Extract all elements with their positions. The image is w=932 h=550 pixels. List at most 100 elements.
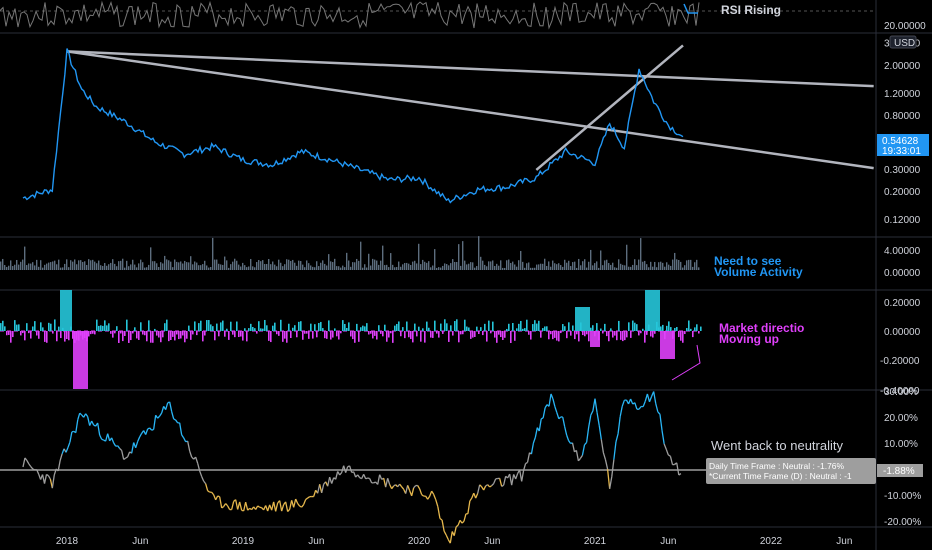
volume-bar [568, 260, 570, 270]
market-bar [422, 328, 424, 331]
market-bar [608, 331, 610, 342]
osc-segment [65, 447, 69, 453]
osc-segment [207, 490, 211, 493]
volume-bar [422, 259, 424, 270]
osc-segment [363, 474, 367, 480]
market-bar [230, 321, 232, 331]
volume-bar [438, 267, 440, 270]
market-bar [384, 324, 386, 331]
osc-segment [525, 461, 528, 465]
osc-segment [127, 451, 131, 458]
volume-bar [170, 261, 172, 270]
volume-bar [214, 259, 216, 270]
osc-segment [522, 463, 527, 471]
volume-bar [444, 263, 446, 270]
osc-segment [205, 483, 209, 492]
osc-segment [443, 530, 447, 536]
market-bar [496, 331, 498, 343]
volume-bar [486, 266, 488, 270]
volume-bar [74, 259, 76, 270]
volume-bar [340, 267, 342, 270]
osc-segment [335, 471, 339, 480]
osc-segment [121, 450, 125, 460]
market-bar [150, 331, 152, 343]
market-bar [286, 331, 288, 343]
volume-bar [456, 261, 458, 270]
market-bar [8, 331, 10, 335]
market-bar [214, 331, 216, 341]
volume-bar [580, 265, 582, 270]
volume-bar [442, 265, 444, 270]
market-bar [48, 322, 50, 331]
market-bar [670, 327, 672, 331]
volume-bar [46, 263, 48, 270]
osc-segment [221, 506, 225, 509]
osc-segment [619, 406, 623, 418]
osc-segment [211, 491, 215, 496]
osc-segment [642, 400, 646, 407]
market-bar [122, 331, 124, 342]
market-bar [120, 331, 122, 334]
currency-button[interactable] [889, 35, 917, 49]
osc-segment [171, 411, 175, 420]
osc-segment [377, 474, 381, 485]
volume-bar [290, 260, 292, 270]
market-bar [498, 331, 500, 335]
volume-bar [548, 261, 550, 270]
osc-segment [457, 520, 461, 526]
market-bar [346, 327, 348, 331]
volume-bar [386, 264, 388, 270]
volume-bar [578, 258, 580, 270]
volume-bar [594, 263, 596, 270]
market-bar [682, 331, 684, 343]
osc-segment [435, 499, 439, 507]
market-bar [274, 322, 276, 331]
volume-bar [124, 267, 126, 270]
volume-bar [184, 260, 186, 270]
volume-bar [196, 262, 198, 270]
volume-bar [644, 260, 646, 270]
market-direction-arrow [671, 344, 701, 381]
market-bar [406, 321, 408, 331]
osc-y-tick: 10.00% [884, 439, 918, 450]
market-bar [124, 331, 126, 337]
volume-bar [8, 265, 10, 270]
market-bar [72, 331, 74, 339]
osc-segment [153, 415, 157, 430]
osc-segment [32, 468, 36, 471]
osc-segment [345, 466, 349, 473]
volume-bar [432, 265, 434, 270]
osc-segment [556, 412, 560, 419]
osc-segment [24, 457, 28, 461]
osc-segment [393, 484, 397, 487]
market-bar [468, 327, 470, 331]
market-bar [282, 331, 284, 342]
market-bar [12, 331, 14, 338]
volume-bar [32, 262, 34, 270]
osc-segment [161, 406, 165, 414]
osc-segment [46, 473, 49, 477]
volume-bar [90, 260, 92, 270]
market-bar [476, 326, 478, 331]
market-bar [442, 331, 444, 334]
market-bar [340, 331, 342, 334]
osc-segment [427, 495, 431, 500]
osc-y-tick: -10.00% [884, 491, 921, 502]
market-bar [520, 320, 522, 331]
volume-bar [684, 265, 686, 270]
volume-bar [434, 249, 436, 270]
volume-bar [500, 260, 502, 270]
volume-bar [354, 262, 356, 270]
market-bar [546, 326, 548, 331]
volume-bar [92, 259, 94, 270]
market-bar [142, 331, 144, 335]
osc-segment [135, 441, 139, 449]
volume-bar [12, 266, 14, 270]
osc-segment [491, 483, 495, 487]
volume-bar [104, 262, 106, 270]
x-tick-label: Jun [836, 536, 852, 547]
market-bar [690, 328, 692, 331]
market-bar [360, 327, 362, 331]
volume-bar [204, 260, 206, 270]
